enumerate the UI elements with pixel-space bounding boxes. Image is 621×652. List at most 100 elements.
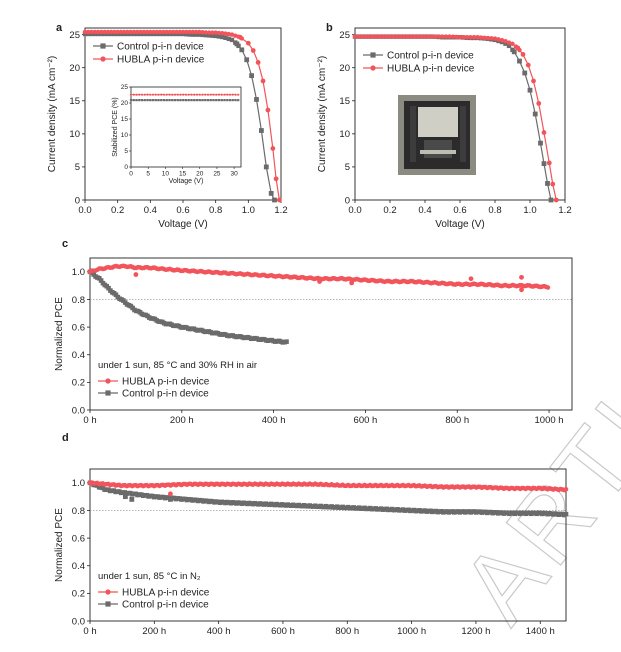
data-point-circle xyxy=(373,34,379,39)
data-point-circle xyxy=(157,93,160,96)
data-point-circle xyxy=(426,34,431,39)
y-tick-label: 0.2 xyxy=(72,378,85,389)
x-tick-label: 400 h xyxy=(207,626,231,637)
data-point-square xyxy=(517,58,522,64)
data-point-square xyxy=(129,99,133,102)
panel-d: 0 h 200 h 400 h 600 h 800 h 1000 h 1200 h 1400 … xyxy=(54,432,569,637)
data-point-circle xyxy=(154,93,157,96)
x-tick-label: 1200 h xyxy=(461,626,490,637)
data-point-circle xyxy=(112,29,117,35)
y-tick-label: 20 xyxy=(69,63,80,74)
data-point-square xyxy=(206,99,210,102)
data-point-square xyxy=(176,99,179,102)
data-point-square xyxy=(249,73,254,79)
x-tick-label: 200 h xyxy=(142,626,166,637)
data-point-circle xyxy=(250,48,256,53)
data-point-square xyxy=(187,32,192,37)
data-point-circle xyxy=(363,34,368,39)
data-point-circle xyxy=(162,93,166,96)
inset-x-tick-label: 25 xyxy=(213,171,221,178)
legend-label: HUBLA p-i-n device xyxy=(387,64,475,75)
data-point-circle xyxy=(492,36,498,41)
data-point-circle xyxy=(468,35,473,40)
data-point-circle xyxy=(415,34,421,39)
data-point-circle xyxy=(349,280,355,286)
data-point-circle xyxy=(489,36,494,41)
data-point-circle xyxy=(197,29,202,35)
data-point-circle xyxy=(180,29,186,35)
data-point-circle xyxy=(168,93,171,96)
data-point-square xyxy=(220,34,225,40)
data-point-circle xyxy=(234,93,237,96)
data-point-circle xyxy=(182,93,185,96)
data-point-square xyxy=(223,99,226,102)
panel-b: 0.0 0.2 0.4 0.6 0.8 1.0 1.2 0 5 10 15 20 25 Voltage (… xyxy=(317,22,572,230)
data-point-square xyxy=(204,99,207,102)
y-tick-label: 25 xyxy=(69,30,80,41)
data-point-circle xyxy=(179,93,182,96)
data-point-square xyxy=(217,99,221,102)
data-point-square xyxy=(106,285,111,291)
data-point-circle xyxy=(201,93,204,96)
data-point-circle xyxy=(129,93,133,96)
inset-chart: 0 5 10 15 20 25 30 0 5 10 15 20 25 Voltage (V) Stabili… xyxy=(112,84,242,185)
data-point-circle xyxy=(541,130,547,135)
data-point-square xyxy=(259,128,264,133)
data-point-circle xyxy=(223,31,228,36)
data-point-circle xyxy=(273,176,279,182)
inset-series-line xyxy=(130,99,239,102)
legend-label: HUBLA p-i-n device xyxy=(122,377,210,388)
data-point-circle xyxy=(436,34,442,39)
data-point-square xyxy=(132,99,135,102)
data-point-square xyxy=(284,339,289,344)
data-point-square xyxy=(154,99,157,102)
y-tick-label: 20 xyxy=(339,63,350,74)
x-axis-label: Voltage (V) xyxy=(435,219,484,230)
data-point-square xyxy=(212,99,215,102)
data-point-circle xyxy=(359,34,365,39)
inset-x-tick-label: 10 xyxy=(162,171,170,178)
inset-x-tick-label: 30 xyxy=(231,171,239,178)
data-point-square xyxy=(229,37,235,43)
inset-y-tick-label: 20 xyxy=(121,100,129,107)
data-point-circle xyxy=(482,35,487,40)
data-point-square xyxy=(149,99,152,102)
data-point-circle xyxy=(496,37,501,42)
data-point-square xyxy=(138,99,141,102)
data-point-circle xyxy=(206,30,212,35)
data-point-circle xyxy=(422,34,428,39)
data-point-circle xyxy=(105,378,111,384)
data-point-circle xyxy=(443,34,449,39)
data-point-circle xyxy=(184,93,188,96)
y-tick-label: 5 xyxy=(75,162,80,173)
data-point-circle xyxy=(171,29,176,35)
inset-series-line xyxy=(130,93,239,96)
data-point-circle xyxy=(317,279,322,284)
panel-label: a xyxy=(56,22,63,34)
data-point-circle xyxy=(478,35,484,40)
data-point-circle xyxy=(138,93,141,96)
data-point-square xyxy=(173,99,177,102)
data-point-square xyxy=(237,99,240,102)
data-point-circle xyxy=(204,93,207,96)
x-axis-label: Voltage (V) xyxy=(158,219,207,230)
data-point-circle xyxy=(499,37,505,43)
data-point-square xyxy=(268,190,274,196)
data-point-square xyxy=(511,49,517,55)
inset-x-tick-label: 5 xyxy=(146,171,150,178)
data-point-circle xyxy=(135,93,138,96)
data-point-circle xyxy=(102,29,107,35)
data-point-circle xyxy=(398,34,403,39)
data-point-square xyxy=(113,292,119,298)
data-point-square xyxy=(179,99,182,102)
data-point-circle xyxy=(485,35,491,41)
x-tick-label: 600 h xyxy=(271,626,295,637)
data-point-square xyxy=(190,32,195,37)
data-point-square xyxy=(193,99,196,102)
data-point-circle xyxy=(536,101,542,106)
data-point-circle xyxy=(226,31,231,37)
data-point-circle xyxy=(168,491,173,497)
data-point-circle xyxy=(394,34,400,39)
data-point-square xyxy=(168,497,173,502)
